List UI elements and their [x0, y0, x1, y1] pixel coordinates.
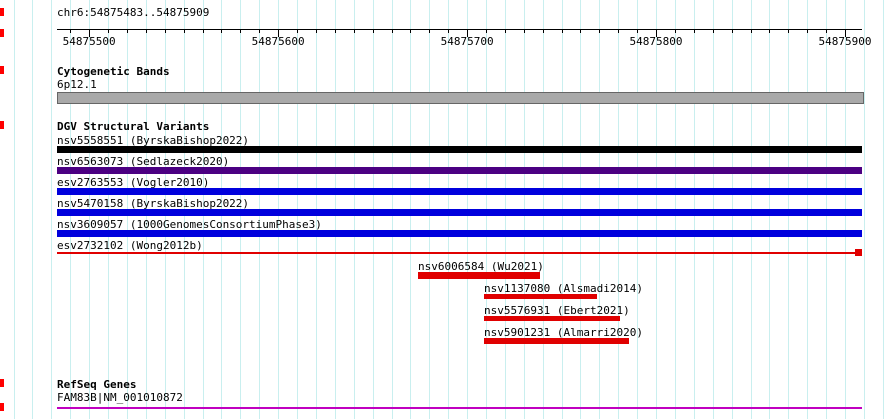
- ruler-label: 54875600: [251, 35, 305, 48]
- variant-label-esv2732102[interactable]: esv2732102 (Wong2012b): [57, 239, 203, 252]
- ruler-line: [57, 29, 862, 30]
- variant-bar-nsv5470158[interactable]: [57, 209, 862, 216]
- variant-label-nsv5470158[interactable]: nsv5470158 (ByrskaBishop2022): [57, 197, 250, 210]
- ruler-label: 54875900: [818, 35, 872, 48]
- gene-glyph[interactable]: [57, 407, 862, 409]
- ruler-minor-tick: [202, 29, 204, 33]
- variant-bar-nsv5901231[interactable]: [484, 338, 629, 344]
- ruler-minor-tick: [674, 29, 676, 33]
- dgv-title: DGV Structural Variants: [57, 120, 210, 133]
- ruler-minor-tick: [145, 29, 147, 33]
- ruler-minor-tick: [448, 29, 450, 33]
- ruler-minor-tick: [523, 29, 525, 33]
- ruler-minor-tick: [750, 29, 752, 33]
- gridline: [13, 0, 15, 419]
- ruler-minor-tick: [372, 29, 374, 33]
- variant-bar-nsv5576931[interactable]: [484, 316, 620, 321]
- variant-label-nsv5576931[interactable]: nsv5576931 (Ebert2021): [484, 304, 630, 317]
- ruler-minor-tick: [334, 29, 336, 33]
- track-marker: [0, 403, 4, 411]
- ruler-minor-tick: [486, 29, 487, 33]
- ruler-label: 54875700: [440, 35, 494, 48]
- variant-label-nsv6563073[interactable]: nsv6563073 (Sedlazeck2020): [57, 155, 230, 168]
- track-marker: [0, 29, 4, 37]
- ruler-label: 54875500: [62, 35, 116, 48]
- refseq-title: RefSeq Genes: [57, 378, 137, 391]
- ruler-minor-tick: [183, 29, 185, 33]
- ruler-minor-tick: [353, 29, 355, 33]
- gene-label: FAM83B|NM_001010872: [57, 391, 183, 404]
- ruler-minor-tick: [108, 29, 109, 33]
- ruler-minor-tick: [504, 29, 506, 33]
- ruler-minor-tick: [70, 29, 72, 33]
- variant-label-nsv5901231[interactable]: nsv5901231 (Almarri2020): [484, 326, 643, 339]
- variant-label-nsv6006584[interactable]: nsv6006584 (Wu2021): [418, 260, 544, 273]
- ruler-major-tick: [278, 29, 280, 37]
- cytobands-title: Cytogenetic Bands: [57, 65, 170, 78]
- ruler-minor-tick: [618, 29, 620, 33]
- ruler-minor-tick: [731, 29, 733, 33]
- ruler-major-tick: [656, 29, 657, 37]
- variant-label-nsv1137080[interactable]: nsv1137080 (Alsmadi2014): [484, 282, 643, 295]
- gridline: [882, 0, 884, 419]
- ruler-minor-tick: [297, 29, 298, 33]
- variant-bar-nsv6006584[interactable]: [418, 272, 540, 279]
- ruler-minor-tick: [221, 29, 223, 33]
- variant-label-esv2763553[interactable]: esv2763553 (Vogler2010): [57, 176, 210, 189]
- ruler-minor-tick: [429, 29, 431, 33]
- ruler-minor-tick: [410, 29, 412, 33]
- ruler-minor-tick: [126, 29, 128, 33]
- variant-line-esv2732102[interactable]: [57, 252, 862, 254]
- track-marker: [0, 66, 4, 74]
- variant-bar-nsv6563073[interactable]: [57, 167, 862, 174]
- ruler-minor-tick: [580, 29, 582, 33]
- gridline: [32, 0, 34, 419]
- gridline: [51, 0, 53, 419]
- ruler-minor-tick: [542, 29, 544, 33]
- ruler-major-tick: [467, 29, 469, 37]
- ruler-major-tick: [845, 29, 846, 37]
- ruler-label: 54875800: [629, 35, 683, 48]
- ruler-minor-tick: [259, 29, 261, 33]
- ruler-minor-tick: [637, 29, 639, 33]
- track-marker: [0, 121, 4, 129]
- track-marker: [0, 379, 4, 387]
- variant-bar-nsv1137080[interactable]: [484, 294, 597, 299]
- ruler-minor-tick: [561, 29, 563, 33]
- variant-bar-nsv3609057[interactable]: [57, 230, 862, 237]
- variant-label-nsv3609057[interactable]: nsv3609057 (1000GenomesConsortiumPhase3): [57, 218, 322, 231]
- ruler-minor-tick: [391, 29, 393, 33]
- ruler-minor-tick: [693, 29, 695, 33]
- variant-bar-esv2763553[interactable]: [57, 188, 862, 195]
- ruler-minor-tick: [788, 29, 790, 33]
- ruler-minor-tick: [599, 29, 601, 33]
- variant-bar-nsv5558551[interactable]: [57, 146, 862, 153]
- cytoband-label: 6p12.1: [57, 78, 97, 91]
- ruler-minor-tick: [240, 29, 242, 33]
- gridline: [863, 0, 865, 419]
- ruler-minor-tick: [807, 29, 809, 33]
- cytoband-bar[interactable]: [57, 92, 864, 104]
- ruler-minor-tick: [315, 29, 317, 33]
- track-marker: [0, 8, 4, 16]
- region-label: chr6:54875483..54875909: [57, 6, 210, 19]
- ruler-minor-tick: [826, 29, 828, 33]
- ruler-minor-tick: [769, 29, 771, 33]
- ruler-minor-tick: [712, 29, 714, 33]
- ruler-minor-tick: [164, 29, 166, 33]
- ruler-major-tick: [89, 29, 91, 37]
- variant-label-nsv5558551[interactable]: nsv5558551 (ByrskaBishop2022): [57, 134, 250, 147]
- variant-end-mark-esv2732102[interactable]: [855, 249, 862, 256]
